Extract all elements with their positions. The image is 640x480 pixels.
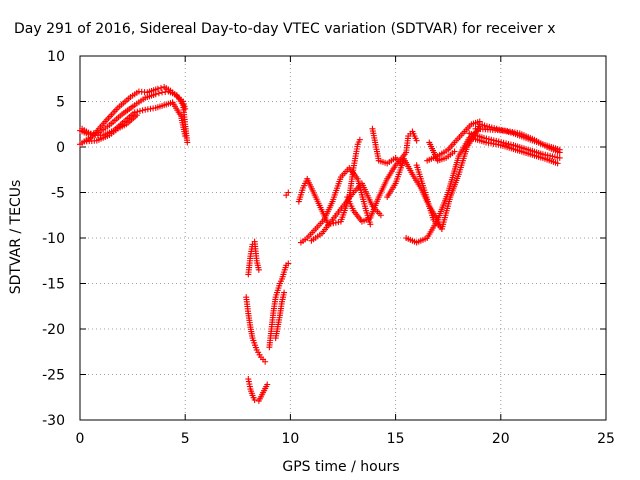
data-point-fill bbox=[139, 107, 146, 114]
series-23 bbox=[476, 121, 563, 153]
series-14 bbox=[369, 125, 405, 169]
y-tick-label: -10 bbox=[42, 231, 65, 247]
x-tick-label: 10 bbox=[281, 431, 299, 447]
series-9 bbox=[283, 189, 292, 199]
series-21 bbox=[466, 130, 563, 161]
data-point bbox=[356, 136, 363, 143]
y-tick-label: 10 bbox=[47, 49, 65, 65]
series-11 bbox=[297, 164, 374, 246]
series-22 bbox=[468, 134, 561, 167]
plot-frame bbox=[79, 55, 607, 421]
y-tick-label: 5 bbox=[56, 95, 65, 111]
data-point bbox=[367, 221, 374, 228]
series-17 bbox=[413, 121, 483, 232]
data-point bbox=[281, 289, 288, 296]
data-point bbox=[182, 133, 189, 140]
series-8 bbox=[272, 289, 288, 342]
x-axis-label: GPS time / hours bbox=[282, 459, 399, 475]
data-point-fill bbox=[155, 90, 162, 97]
y-tick-label: -5 bbox=[51, 186, 65, 202]
series-2 bbox=[79, 99, 189, 140]
data-point bbox=[262, 358, 269, 365]
x-tick-label: 25 bbox=[597, 431, 615, 447]
x-tick-label: 0 bbox=[76, 431, 85, 447]
data-point bbox=[184, 139, 191, 146]
data-point bbox=[451, 148, 458, 155]
axis-ticks: 0 5 10 15 20 25 -30 -25 -20 -15 -10 -5 0 5 10 bbox=[42, 49, 615, 447]
series-13 bbox=[344, 128, 420, 225]
data-point bbox=[413, 137, 420, 144]
data-point bbox=[251, 396, 258, 403]
y-tick-label: -25 bbox=[42, 368, 65, 384]
series-3 bbox=[81, 112, 140, 145]
series-4 bbox=[245, 376, 271, 404]
series-5 bbox=[243, 294, 269, 365]
data-point bbox=[182, 105, 189, 112]
y-tick-label: -15 bbox=[42, 277, 65, 293]
data-point bbox=[556, 146, 563, 153]
data-point-fill bbox=[158, 84, 165, 91]
series-19 bbox=[426, 139, 458, 164]
y-tick-label: -30 bbox=[42, 413, 65, 429]
y-tick-label: -20 bbox=[42, 322, 65, 338]
data-point bbox=[285, 189, 292, 196]
series-6 bbox=[245, 238, 262, 278]
data-point bbox=[377, 212, 384, 219]
data-point bbox=[255, 266, 262, 273]
grid bbox=[80, 56, 606, 420]
data-point bbox=[264, 381, 271, 388]
series-7 bbox=[266, 260, 292, 351]
x-tick-label: 5 bbox=[181, 431, 190, 447]
data-point bbox=[556, 154, 563, 161]
x-tick-label: 20 bbox=[492, 431, 510, 447]
x-tick-label: 15 bbox=[387, 431, 405, 447]
y-axis-label: SDTVAR / TECUs bbox=[8, 180, 24, 295]
data-points bbox=[77, 83, 563, 404]
data-point bbox=[133, 112, 140, 119]
data-point bbox=[554, 160, 561, 167]
data-point bbox=[154, 85, 161, 92]
chart-title: Day 291 of 2016, Sidereal Day-to-day VTE… bbox=[14, 21, 556, 37]
y-tick-label: 0 bbox=[56, 140, 65, 156]
data-point bbox=[285, 260, 292, 267]
data-point-fill bbox=[136, 108, 143, 115]
